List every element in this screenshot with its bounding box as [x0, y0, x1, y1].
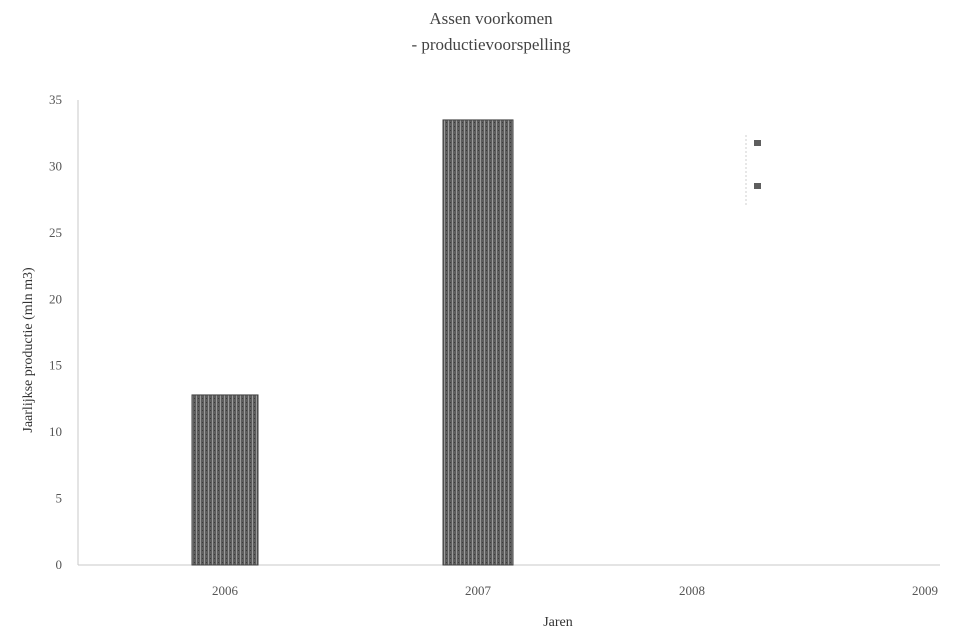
- x-axis-ticks: 2006 2007 2008 2009: [212, 583, 938, 598]
- bars: [191, 119, 514, 566]
- bar-2007: [442, 119, 514, 566]
- legend: [745, 135, 761, 205]
- y-tick-label: 5: [56, 491, 63, 506]
- y-tick-label: 15: [49, 358, 62, 373]
- x-tick-label: 2006: [212, 583, 239, 598]
- chart-title-line-1: Assen voorkomen: [429, 9, 553, 28]
- legend-swatch-2: [754, 183, 761, 189]
- bar-2006: [191, 394, 259, 566]
- y-tick-label: 35: [49, 92, 62, 107]
- chart-title-line-2: - productievoorspelling: [411, 35, 571, 54]
- x-axis-label: Jaren: [543, 615, 573, 630]
- y-axis-ticks: 0 5 10 15 20 25 30 35: [49, 92, 62, 572]
- y-tick-label: 25: [49, 225, 62, 240]
- y-tick-label: 10: [49, 424, 62, 439]
- y-tick-label: 20: [49, 291, 62, 306]
- y-axis-label: Jaarlijkse productie (mln m3): [21, 267, 36, 433]
- x-tick-label: 2007: [465, 583, 492, 598]
- legend-swatch-1: [754, 140, 761, 146]
- x-tick-label: 2008: [679, 583, 705, 598]
- y-tick-label: 30: [49, 158, 62, 173]
- y-tick-label: 0: [56, 557, 63, 572]
- x-tick-label: 2009: [912, 583, 938, 598]
